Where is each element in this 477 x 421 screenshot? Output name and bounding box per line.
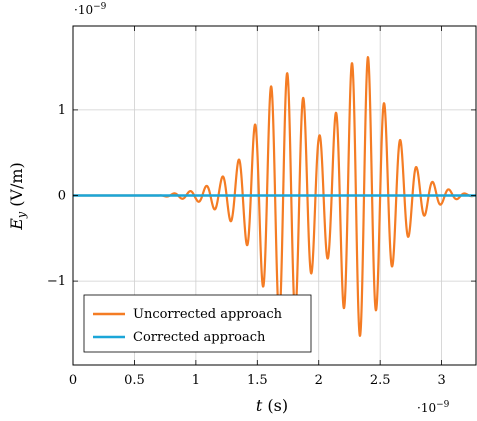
legend-box: [83, 294, 312, 353]
y-tick-label: −1: [47, 274, 66, 289]
x-tick-label: 1.5: [247, 373, 268, 388]
legend-label-corrected: Corrected approach: [133, 330, 266, 345]
x-tick-label: 2: [315, 373, 323, 388]
x-tick-label: 1: [192, 373, 200, 388]
legend: Uncorrected approach Corrected approach: [83, 294, 312, 353]
y-axis-title: Ey (V/m): [7, 162, 28, 231]
x-tick-label: 2.5: [370, 373, 391, 388]
x-tick-label: 0: [69, 373, 77, 388]
y-tick-label: 1: [58, 103, 66, 118]
legend-label-uncorrected: Uncorrected approach: [133, 307, 283, 322]
x-exponent-label: ·10−9: [417, 400, 450, 415]
y-tick-label: 0: [58, 189, 66, 204]
ticks: 0 0.5 1 1.5 2 2.5 3 −1 0 1: [47, 26, 476, 388]
y-exponent-label: ·10−9: [74, 2, 107, 17]
x-tick-label: 3: [437, 373, 445, 388]
x-axis-title: t (s): [256, 396, 288, 415]
series-layer: [73, 56, 476, 337]
x-tick-label: 0.5: [124, 373, 145, 388]
